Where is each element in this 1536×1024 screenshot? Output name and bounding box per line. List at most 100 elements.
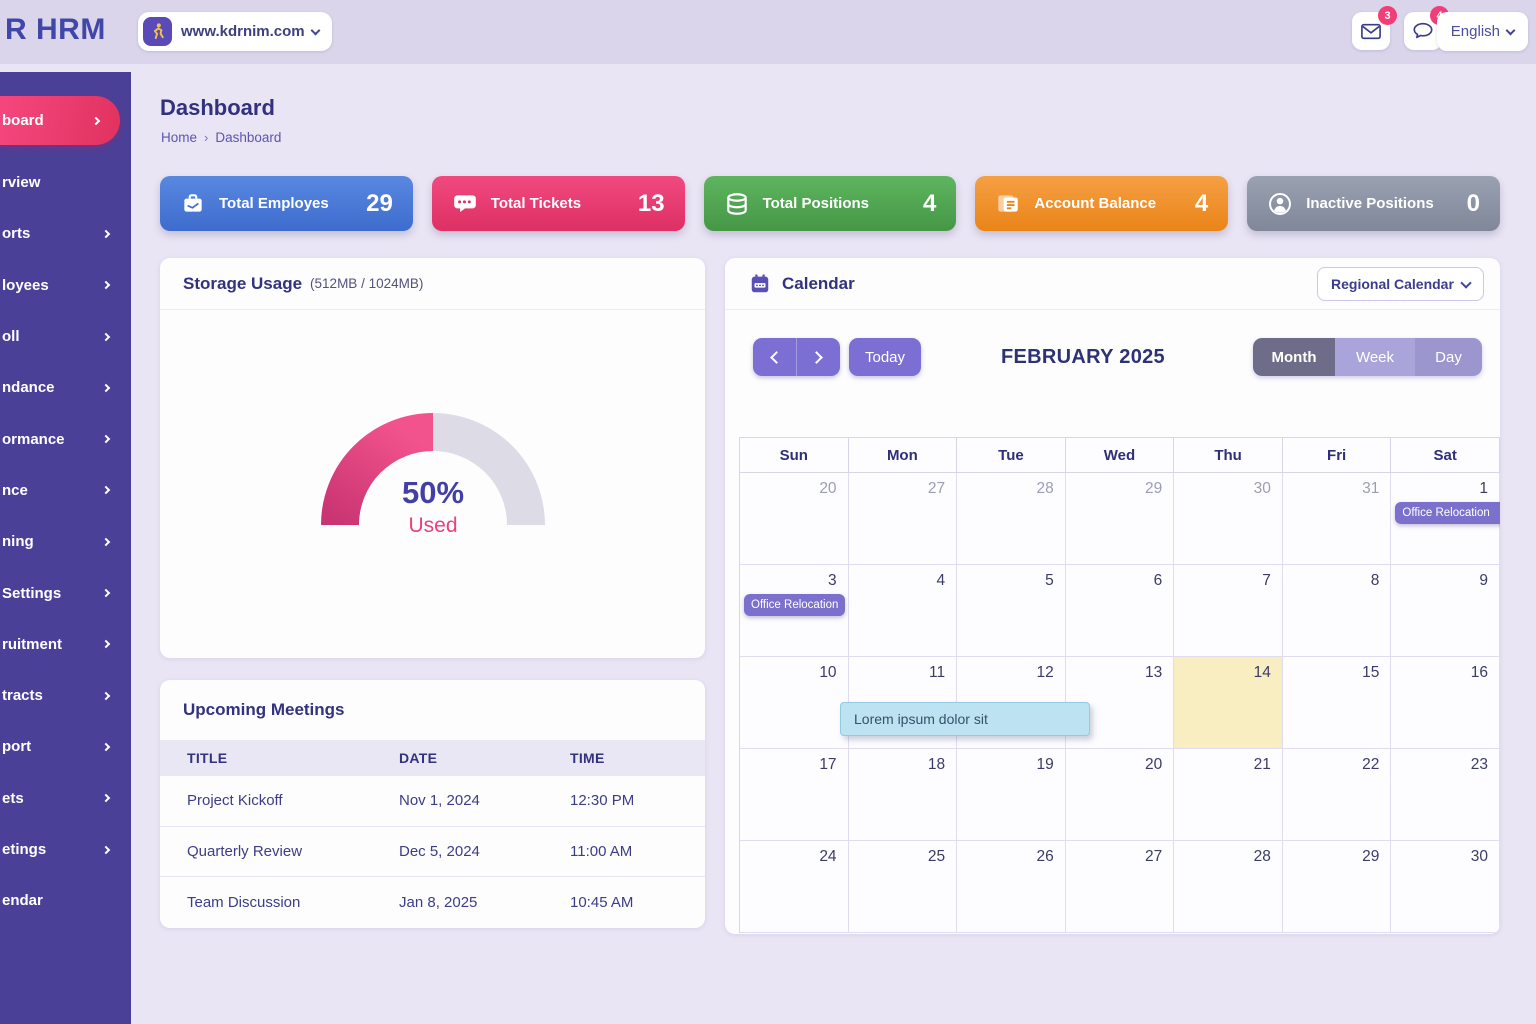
column-title: TITLE xyxy=(187,750,228,766)
stat-account-balance[interactable]: Account Balance 4 xyxy=(975,176,1229,231)
calendar-day[interactable]: 30 xyxy=(1391,841,1500,933)
chevron-right-icon xyxy=(101,280,111,290)
calendar-day[interactable]: 15 xyxy=(1282,657,1392,749)
table-row: Quarterly Review Dec 5, 2024 11:00 AM xyxy=(160,827,705,877)
calendar-event[interactable]: Office Relocation xyxy=(744,594,846,616)
chevron-left-icon xyxy=(770,350,783,364)
chevron-right-icon xyxy=(101,434,111,444)
sidebar-item-recruitment[interactable]: ruitment xyxy=(0,619,131,670)
next-month-button[interactable] xyxy=(797,338,840,376)
weekday-header: Thu xyxy=(1174,438,1283,473)
sidebar-item-overview[interactable]: rview xyxy=(2,174,41,192)
view-week-button[interactable]: Week xyxy=(1335,338,1415,376)
sidebar-item-support[interactable]: port xyxy=(0,721,131,772)
calendar-day[interactable]: 13 xyxy=(1065,657,1175,749)
calendar-event[interactable]: Office Relocation xyxy=(1395,502,1500,524)
calendar-day[interactable]: 7 xyxy=(1174,565,1283,657)
sidebar-list: rview orts loyees oll ndance ormance nce… xyxy=(0,157,131,926)
meeting-title: Project Kickoff xyxy=(187,792,283,810)
calendar-day[interactable]: 8 xyxy=(1282,565,1392,657)
sidebar-item-employees[interactable]: loyees xyxy=(0,260,131,311)
weekday-header: Tue xyxy=(957,438,1066,473)
sidebar-item-meetings[interactable]: etings xyxy=(0,824,131,875)
calendar-day[interactable]: 3 Office Relocation xyxy=(740,565,849,657)
meeting-time: 11:00 AM xyxy=(570,842,633,860)
stat-total-employees[interactable]: Total Employes 29 xyxy=(160,176,413,231)
sidebar-item-settings[interactable]: Settings xyxy=(0,567,131,618)
chevron-right-icon xyxy=(101,588,111,598)
calendar-grid: Sun Mon Tue Wed Thu Fri Sat 20 27 28 29 … xyxy=(739,437,1500,933)
calendar-header: Calendar Regional Calendar xyxy=(725,258,1500,310)
chevron-right-icon xyxy=(101,845,111,854)
sidebar-item-finance[interactable]: nce xyxy=(0,465,131,516)
mail-button[interactable]: 3 xyxy=(1352,6,1397,50)
chevron-down-icon xyxy=(1460,276,1472,289)
calendar-day[interactable]: 28 xyxy=(957,473,1066,565)
calendar-day[interactable]: 6 xyxy=(1065,565,1175,657)
calendar-day[interactable]: 9 xyxy=(1391,565,1500,657)
calendar-icon xyxy=(749,273,771,295)
sidebar-item-dashboard[interactable]: board xyxy=(0,96,120,145)
calendar-day[interactable]: 25 xyxy=(848,841,958,933)
table-row: Team Discussion Jan 8, 2025 10:45 AM xyxy=(160,877,705,928)
calendar-day[interactable]: 20 xyxy=(1065,749,1175,841)
sidebar-item-reports[interactable]: orts xyxy=(0,208,131,259)
stat-total-tickets[interactable]: Total Tickets 13 xyxy=(431,176,685,231)
sidebar-item-attendance[interactable]: ndance xyxy=(0,362,131,413)
meeting-time: 12:30 PM xyxy=(570,792,635,810)
calendar-day[interactable]: 27 xyxy=(848,473,958,565)
calendar-day[interactable]: 4 xyxy=(848,565,958,657)
calendar-day[interactable]: 26 xyxy=(957,841,1066,933)
calendar-day[interactable]: 5 xyxy=(957,565,1066,657)
calendar-day[interactable]: 16 xyxy=(1391,657,1500,749)
calendar-day[interactable]: 17 xyxy=(740,749,849,841)
view-day-button[interactable]: Day xyxy=(1415,338,1482,376)
storage-gauge: 50% Used xyxy=(283,375,583,550)
breadcrumb-home[interactable]: Home xyxy=(161,130,198,145)
calendar-day[interactable]: 28 xyxy=(1174,841,1283,933)
calendar-day[interactable]: 10 xyxy=(740,657,849,749)
gauge-used-label: Used xyxy=(408,514,457,537)
prev-month-button[interactable] xyxy=(753,338,797,376)
url-bar[interactable]: www.kdrnim.com xyxy=(138,12,332,51)
sidebar-item-payroll[interactable]: oll xyxy=(0,311,131,362)
language-selector[interactable]: English xyxy=(1436,12,1528,51)
calendar-day[interactable]: 1 Office Relocation xyxy=(1391,473,1500,565)
storage-usage-panel: Storage Usage (512MB / 1024MB) 50% Used xyxy=(160,258,705,658)
calendar-day[interactable]: 24 xyxy=(740,841,849,933)
briefcase-icon xyxy=(184,193,202,212)
calendar-day[interactable]: 29 xyxy=(1065,473,1175,565)
today-button[interactable]: Today xyxy=(849,338,921,376)
calendar-day[interactable]: 29 xyxy=(1282,841,1392,933)
calendar-day[interactable]: 19 xyxy=(957,749,1066,841)
calendar-type-value: Regional Calendar xyxy=(1331,276,1454,292)
calendar-day[interactable]: 20 xyxy=(740,473,849,565)
stat-cards: Total Employes 29 Total Tickets 13 Total… xyxy=(160,176,1500,231)
calendar-day[interactable]: 27 xyxy=(1065,841,1175,933)
chevron-right-icon xyxy=(810,350,823,364)
view-month-button[interactable]: Month xyxy=(1253,338,1335,376)
calendar-day[interactable]: 23 xyxy=(1391,749,1500,841)
calendar-day[interactable]: 21 xyxy=(1174,749,1283,841)
view-switcher: Month Week Day xyxy=(1253,338,1482,376)
sidebar-item-contracts[interactable]: tracts xyxy=(0,670,131,721)
calendar-event-tooltip[interactable]: Lorem ipsum dolor sit xyxy=(840,702,1090,736)
meetings-table-header: TITLE DATE TIME xyxy=(160,740,705,776)
chat-dots-icon xyxy=(453,194,476,212)
calendar-day[interactable]: 30 xyxy=(1174,473,1283,565)
stat-total-positions[interactable]: Total Positions 4 xyxy=(703,176,957,231)
calendar-day[interactable]: 31 xyxy=(1282,473,1392,565)
gauge-percent: 50% xyxy=(401,475,463,510)
meeting-title: Team Discussion xyxy=(187,893,301,911)
sidebar-item-tickets[interactable]: ets xyxy=(0,773,131,824)
calendar-type-dropdown[interactable]: Regional Calendar xyxy=(1317,267,1484,301)
sidebar-item-calendar[interactable]: endar xyxy=(2,892,43,910)
stat-inactive-positions[interactable]: Inactive Positions 0 xyxy=(1247,176,1500,231)
calendar-day-today[interactable]: 14 xyxy=(1174,657,1283,749)
calendar-day[interactable]: 18 xyxy=(848,749,958,841)
sidebar-item-training[interactable]: ning xyxy=(0,516,131,567)
calendar-day[interactable]: 22 xyxy=(1282,749,1392,841)
sidebar-item-performance[interactable]: ormance xyxy=(0,413,131,464)
site-avatar-icon xyxy=(143,17,172,46)
upcoming-meetings-panel: Upcoming Meetings TITLE DATE TIME Projec… xyxy=(160,680,705,928)
